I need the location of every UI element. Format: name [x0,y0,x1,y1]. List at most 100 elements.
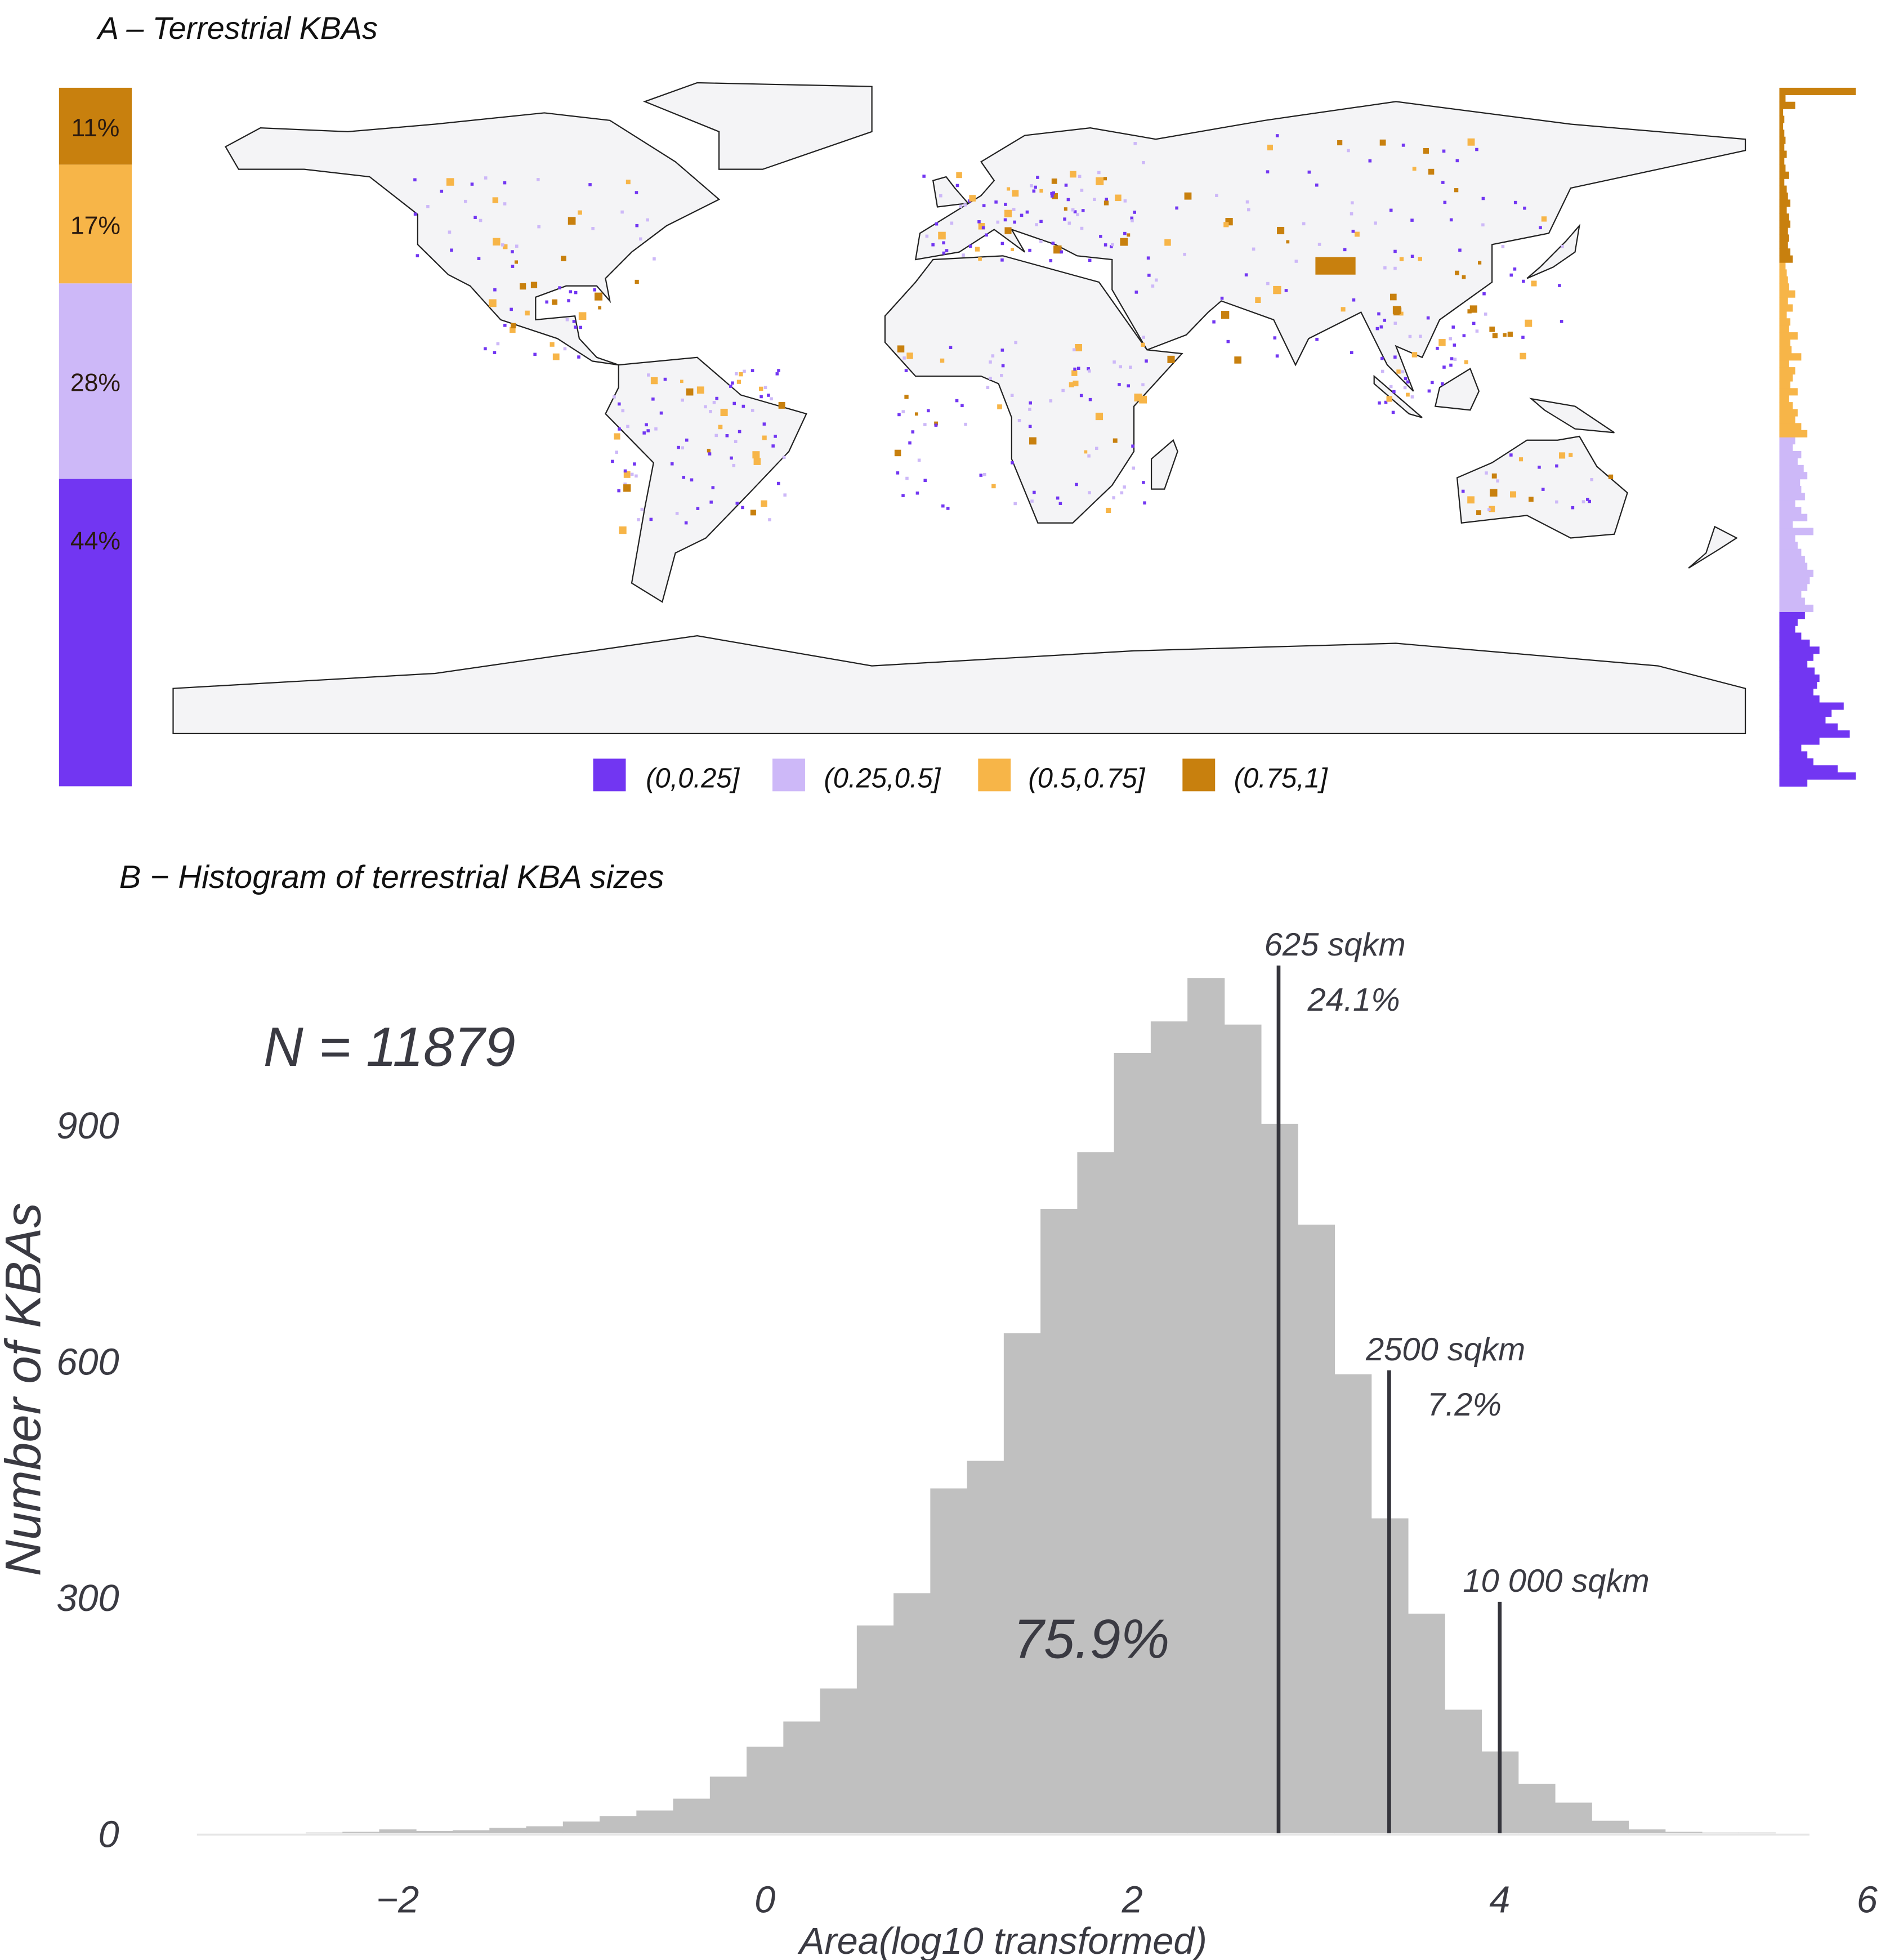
histogram-bar [562,1821,600,1834]
x-tick-label: 6 [1857,1879,1878,1921]
threshold-lines: 625 sqkm 24.1% 2500 sqkm 7.2% 10 000 sqkm [1265,927,1650,1834]
kba-marker [615,450,619,454]
kba-marker [1033,490,1036,494]
landmass-greenland [643,82,873,170]
kba-marker [1441,382,1444,386]
kba-marker [545,300,548,304]
kba-marker [685,438,689,442]
kba-marker [1004,203,1007,206]
side-hist-bar [1779,136,1786,144]
kba-marker [1410,255,1414,258]
kba-marker [1139,395,1147,404]
kba-marker [1030,499,1034,503]
share-segment-0 [59,479,132,787]
kba-marker [720,408,728,417]
kba-marker [939,194,942,198]
kba-marker [1155,278,1158,282]
kba-marker [1294,260,1298,263]
kba-marker [680,380,683,383]
kba-marker [1112,438,1118,443]
kba-marker [1010,394,1014,398]
legend-swatch-2 [978,758,1011,792]
kba-marker [1431,381,1434,385]
kba-marker [493,351,497,354]
x-tick-label: 2 [1122,1879,1143,1921]
panel-b: B − Histogram of terrestrial KBA sizes 6… [0,859,1878,1960]
kba-marker [1528,497,1534,502]
kba-marker [1061,389,1065,392]
kba-marker [1118,383,1121,386]
kba-marker [964,422,967,426]
kba-marker [1539,226,1542,230]
kba-marker [1223,222,1229,227]
kba-marker [1411,352,1418,358]
kba-marker [682,476,686,479]
kba-marker [1399,311,1404,316]
kba-marker [985,233,988,237]
legend-swatch-3 [1182,758,1216,792]
kba-marker [1110,245,1113,248]
kba-marker [709,500,713,504]
histogram-bar [783,1721,821,1834]
kba-marker [923,423,927,426]
kba-marker [1399,257,1404,261]
kba-marker [675,512,679,515]
kba-marker [917,458,921,462]
kba-marker [1467,138,1475,146]
kba-marker [1099,235,1102,238]
kba-marker [959,204,963,208]
kba-marker [1105,198,1109,201]
kba-marker [1220,296,1224,300]
side-hist-bar [1779,213,1789,221]
histogram-bar [930,1488,968,1834]
side-hist-bar [1779,409,1798,417]
kba-marker [730,456,733,460]
kba-marker [1450,357,1454,360]
kba-marker [1142,160,1145,164]
landmass-eurasia [914,101,1746,392]
kba-marker [1489,506,1495,512]
panel-a: A – Terrestrial KBAs 44% 28% 17% 11% (0,0.2… [59,11,1856,794]
threshold-label: 10 000 sqkm [1463,1563,1649,1599]
kba-marker [1051,194,1054,198]
kba-marker [741,404,745,408]
kba-marker [1462,334,1466,337]
histogram-bar [747,1747,784,1834]
y-tick-label: 900 [56,1105,119,1147]
kba-marker [768,518,771,521]
side-hist-bar [1779,730,1850,738]
landmass-new-guinea [1529,398,1615,434]
side-hist-bar [1779,611,1805,619]
kba-marker [1302,222,1306,226]
kba-marker [558,286,561,289]
histogram-bar [709,1776,747,1834]
kba-marker [1393,266,1397,270]
kba-marker [922,175,926,178]
kba-marker [1423,148,1429,154]
legend-swatch-0 [593,758,626,792]
side-hist-bar [1779,115,1785,123]
kba-marker [955,399,959,403]
kba-marker [1510,491,1517,498]
kba-marker [479,218,482,222]
side-hist-bar [1779,353,1802,361]
kba-marker [750,510,756,516]
kba-marker [1146,256,1150,260]
kba-marker [977,220,981,224]
side-hist-bar [1779,416,1795,424]
side-hist-bar [1779,101,1795,109]
kba-marker [1234,356,1241,364]
landmass-antarctica [172,635,1746,734]
kba-marker [503,324,507,327]
kba-marker [1412,167,1417,171]
side-hist-bar [1779,716,1826,724]
kba-marker [1255,297,1261,303]
kba-marker [1389,208,1393,212]
kba-marker [595,292,603,301]
kba-marker [775,372,779,376]
kba-marker [1351,201,1354,205]
kba-marker [1029,437,1036,445]
kba-marker [1467,309,1472,314]
kba-marker [901,494,905,497]
kba-marker [638,237,642,241]
